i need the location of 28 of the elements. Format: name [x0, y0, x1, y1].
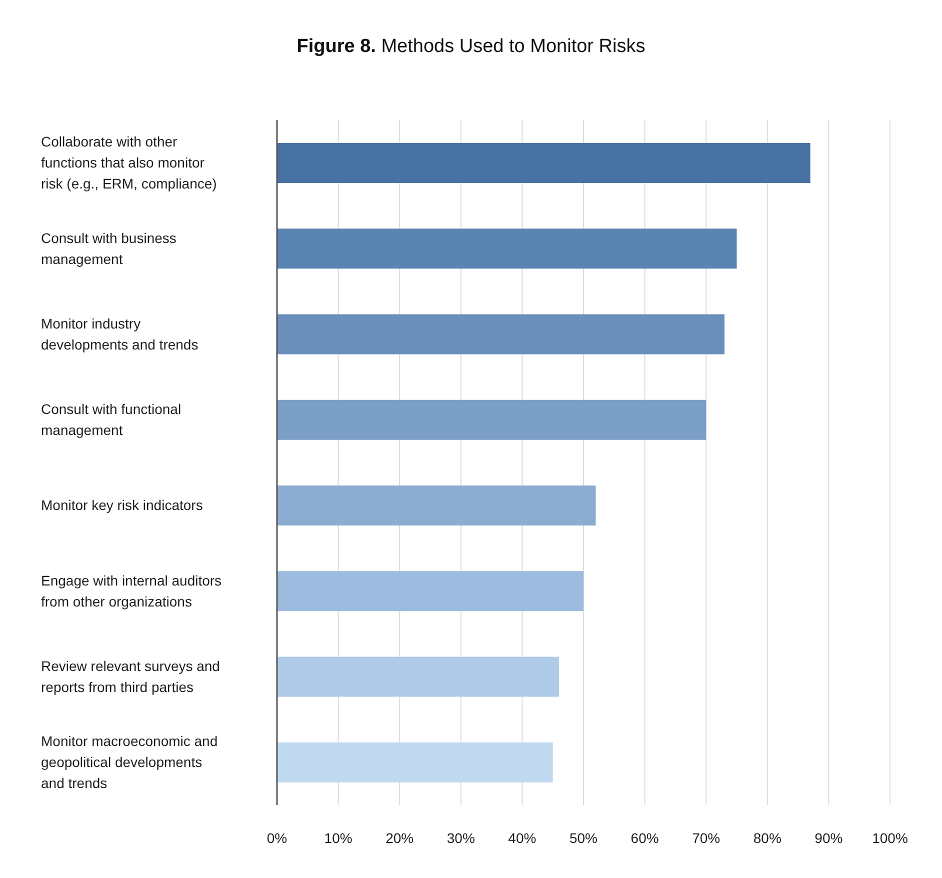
- bar: [277, 400, 706, 440]
- bar: [277, 656, 559, 697]
- bar: [277, 486, 596, 526]
- y-tick-label: Monitor industry developments and trends: [41, 315, 198, 352]
- y-tick-label: Engage with internal auditors from other organizations: [41, 572, 222, 610]
- y-tick-label: Consult with business management: [41, 230, 176, 267]
- x-tick-label: 60%: [630, 830, 659, 846]
- bar: [277, 228, 737, 269]
- y-tick-label: Review relevant surveys and reports from third parties: [41, 658, 220, 695]
- x-tick-label: 100%: [872, 830, 908, 846]
- x-tick-label: 30%: [446, 830, 475, 846]
- x-tick-label: 90%: [814, 830, 843, 846]
- x-tick-label: 50%: [569, 830, 598, 846]
- chart-title: Figure 8. Methods Used to Monitor Risks: [296, 36, 646, 57]
- x-tick-label: 0%: [266, 830, 288, 846]
- bar: [277, 143, 810, 183]
- x-tick-label: 10%: [324, 830, 352, 846]
- y-tick-label: Monitor macroeconomic and geopolitical developments and trends: [41, 733, 218, 792]
- x-tick-label: 20%: [386, 830, 414, 846]
- y-tick-label: Consult with functional management: [41, 401, 182, 438]
- x-tick-label: 40%: [508, 830, 536, 846]
- bar: [277, 314, 724, 354]
- x-tick-label: 80%: [753, 830, 782, 846]
- bar: [277, 571, 584, 612]
- y-tick-label: Collaborate with other functions that also monitor risk (e.g., ERM, compliance): [41, 134, 217, 192]
- x-tick-label: 70%: [692, 830, 720, 846]
- bar: [277, 742, 553, 782]
- y-tick-label: Monitor key risk indicators: [41, 497, 203, 514]
